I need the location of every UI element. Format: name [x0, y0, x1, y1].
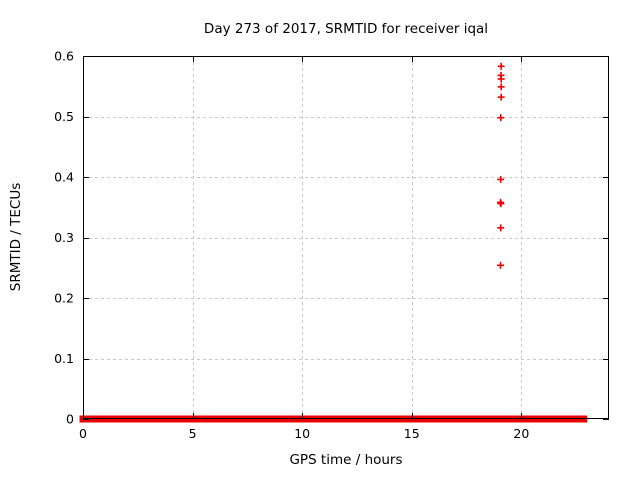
- y-tick-label: 0.5: [54, 109, 74, 124]
- x-tick-label: 10: [294, 426, 310, 441]
- plot-border: [83, 56, 609, 419]
- y-tick-label: 0.3: [54, 230, 74, 245]
- x-tick-label: 15: [404, 426, 420, 441]
- x-axis-label: GPS time / hours: [289, 452, 403, 468]
- x-tick-label: 20: [513, 426, 529, 441]
- x-tick-label: 0: [79, 426, 87, 441]
- y-tick-label: 0.4: [54, 170, 74, 185]
- y-tick-label: 0: [66, 412, 74, 427]
- x-tick-label: 5: [189, 426, 197, 441]
- y-tick-label: 0.6: [54, 49, 74, 64]
- chart-title: Day 273 of 2017, SRMTID for receiver iqa…: [203, 21, 489, 37]
- y-tick-label: 0.1: [54, 351, 74, 366]
- y-tick-label: 0.2: [54, 291, 74, 306]
